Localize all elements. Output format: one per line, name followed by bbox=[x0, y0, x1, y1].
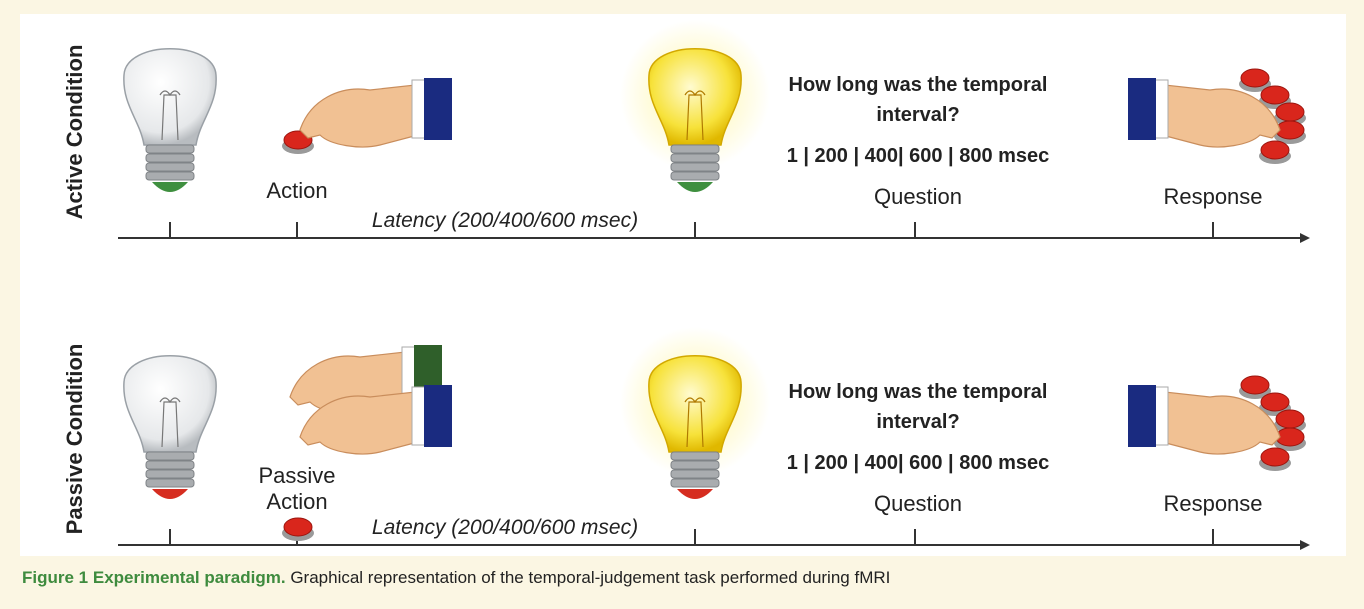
bulb-screw bbox=[145, 171, 195, 181]
bulb-glass bbox=[648, 48, 742, 146]
question-text: How long was the temporal interval? bbox=[788, 381, 1048, 433]
button bbox=[1260, 447, 1290, 467]
action-label: Action bbox=[266, 178, 328, 203]
bulb-filament bbox=[684, 90, 706, 141]
timeline-arrow bbox=[1300, 233, 1310, 243]
bulb-screw bbox=[145, 451, 195, 461]
caption-label: Figure 1 bbox=[22, 568, 89, 587]
bulb-screw bbox=[145, 478, 195, 488]
bulb-screw bbox=[145, 460, 195, 470]
question-label: Question bbox=[873, 184, 963, 209]
cuff-white bbox=[1153, 386, 1169, 446]
button bbox=[1260, 392, 1290, 412]
condition-label: Active Condition bbox=[62, 44, 87, 220]
response-label: Response bbox=[1163, 184, 1263, 209]
question-text: How long was the temporal interval? bbox=[788, 74, 1048, 126]
hand bbox=[299, 84, 419, 148]
caption-title: Experimental paradigm. bbox=[92, 568, 286, 587]
bulb-screw bbox=[670, 460, 720, 470]
bulb-screw bbox=[670, 153, 720, 163]
bulb-glass bbox=[123, 48, 217, 146]
bulb-cap bbox=[152, 489, 188, 499]
bulb-cap bbox=[677, 489, 713, 499]
cuff-white bbox=[411, 386, 427, 446]
action-label: Passive Action bbox=[258, 463, 336, 514]
bulb-screw bbox=[145, 162, 195, 172]
condition-row bbox=[118, 20, 1310, 243]
bulb-screw bbox=[145, 469, 195, 479]
button bbox=[1260, 140, 1290, 160]
latency-label: Latency (200/400/600 msec) bbox=[371, 209, 639, 232]
bulb-filament bbox=[159, 397, 181, 448]
button bbox=[1240, 375, 1270, 395]
condition-row bbox=[118, 327, 1310, 550]
options-text: 1 | 200 | 400| 600 | 800 msec bbox=[786, 145, 1050, 167]
button bbox=[283, 517, 313, 537]
bulb-filament bbox=[159, 90, 181, 141]
options-text: 1 | 200 | 400| 600 | 800 msec bbox=[786, 452, 1050, 474]
bulb-filament bbox=[684, 397, 706, 448]
bulb-screw bbox=[145, 144, 195, 154]
cuff-white bbox=[1153, 79, 1169, 139]
bulb-cap bbox=[152, 182, 188, 192]
condition-label: Passive Condition bbox=[62, 343, 87, 535]
caption-text: Graphical representation of the temporal… bbox=[290, 568, 891, 587]
bulb-screw bbox=[670, 144, 720, 154]
question-label: Question bbox=[873, 491, 963, 516]
sleeve bbox=[1128, 385, 1156, 447]
sleeve bbox=[424, 385, 452, 447]
timeline-arrow bbox=[1300, 540, 1310, 550]
bulb-screw bbox=[670, 469, 720, 479]
sleeve bbox=[1128, 78, 1156, 140]
bulb-screw bbox=[145, 153, 195, 163]
button bbox=[1240, 68, 1270, 88]
bulb-cap bbox=[677, 182, 713, 192]
bulb-glass bbox=[648, 355, 742, 453]
button bbox=[1260, 85, 1290, 105]
bulb-screw bbox=[670, 171, 720, 181]
caption: Figure 1 Experimental paradigm. Graphica… bbox=[22, 568, 890, 588]
sleeve bbox=[424, 78, 452, 140]
button bbox=[1275, 409, 1305, 429]
bulb-screw bbox=[670, 451, 720, 461]
response-label: Response bbox=[1163, 491, 1263, 516]
cuff-white bbox=[411, 79, 427, 139]
bulb-screw bbox=[670, 162, 720, 172]
button bbox=[1275, 102, 1305, 122]
bulb-glass bbox=[123, 355, 217, 453]
latency-label: Latency (200/400/600 msec) bbox=[371, 516, 639, 539]
bulb-screw bbox=[670, 478, 720, 488]
